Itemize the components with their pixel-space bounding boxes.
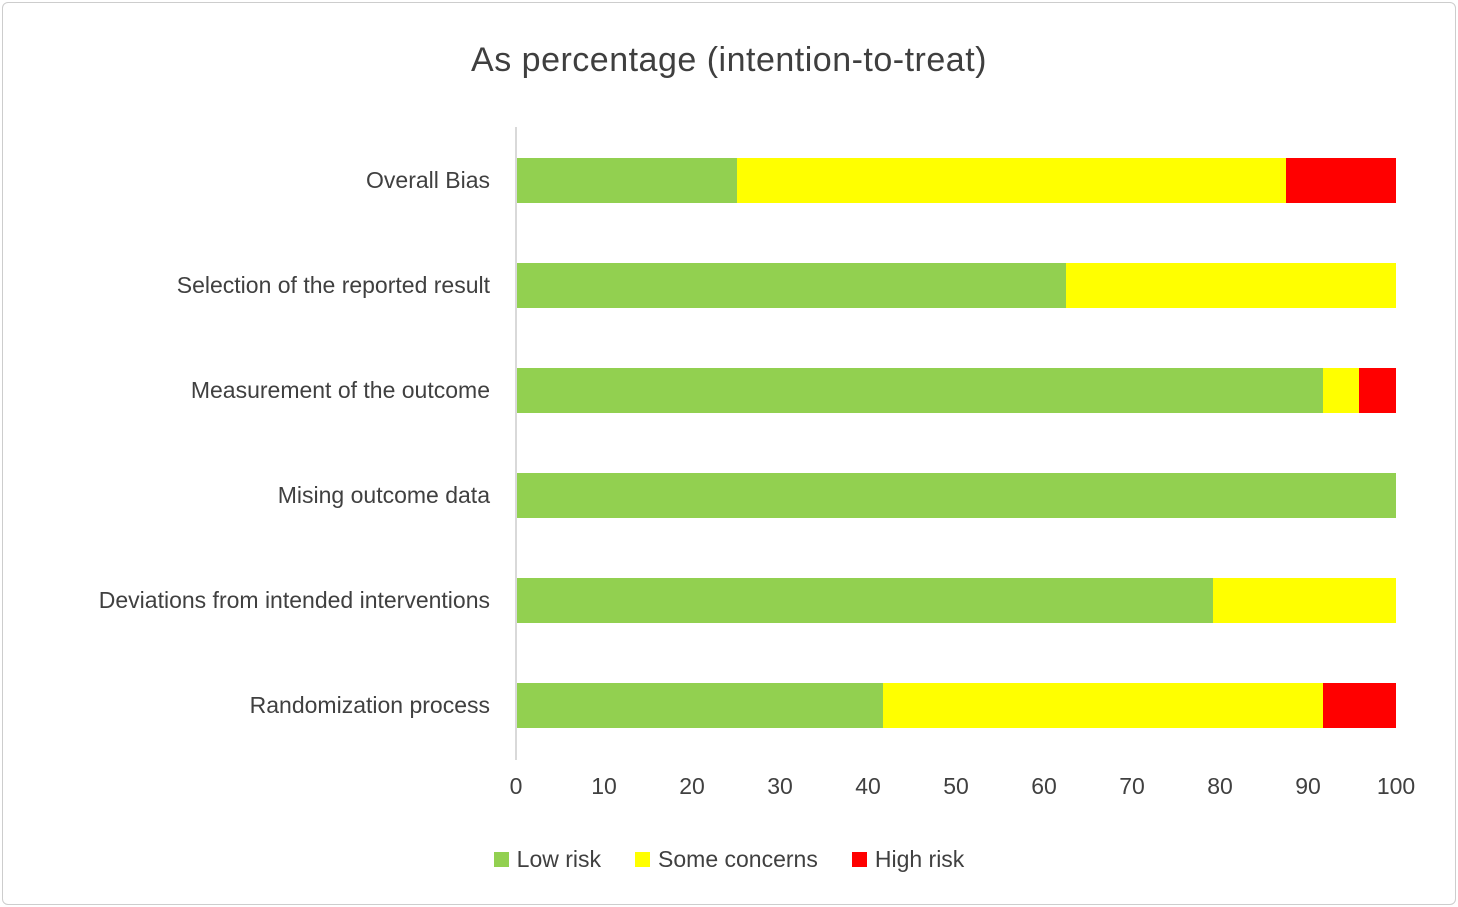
legend-swatch-icon [851, 852, 867, 867]
bar-track [517, 158, 1396, 203]
chart-row-overall-bias: Overall Bias [3, 158, 1455, 203]
legend-label: Some concerns [658, 846, 818, 872]
category-label: Selection of the reported result [176, 272, 490, 298]
category-label: Deviations from intended interventions [98, 587, 490, 613]
x-tick-40: 40 [855, 773, 881, 799]
bar-segment-high-risk [1359, 368, 1396, 413]
x-tick-100: 100 [1376, 773, 1416, 799]
legend-label: Low risk [516, 846, 602, 872]
bar-segment-some-concerns [736, 158, 1287, 203]
chart-row-mising-outcome-data: Mising outcome data [3, 473, 1455, 518]
legend-label: High risk [874, 846, 965, 872]
bar-track [517, 473, 1396, 518]
x-tick-60: 60 [1031, 773, 1057, 799]
bar-segment-low-risk [517, 368, 1323, 413]
x-tick-50: 50 [943, 773, 969, 799]
chart-row-deviations-from-intended-interventions: Deviations from intended interventions [3, 578, 1455, 623]
bar-segment-some-concerns [1212, 578, 1396, 623]
category-label: Mising outcome data [277, 482, 490, 508]
bar-segment-low-risk [517, 473, 1396, 518]
bar-segment-low-risk [517, 263, 1067, 308]
bar-track [517, 683, 1396, 728]
chart-title: As percentage (intention-to-treat) [471, 41, 987, 79]
x-tick-0: 0 [509, 773, 523, 799]
bar-track [517, 578, 1396, 623]
legend-swatch-icon [493, 852, 509, 867]
x-tick-70: 70 [1119, 773, 1145, 799]
category-label: Measurement of the outcome [190, 377, 490, 403]
legend-swatch-icon [635, 852, 651, 867]
chart-row-measurement-of-the-outcome: Measurement of the outcome [3, 368, 1455, 413]
bar-segment-low-risk [517, 683, 884, 728]
category-label: Overall Bias [366, 167, 490, 193]
bar-segment-some-concerns [1066, 263, 1396, 308]
bar-track [517, 263, 1396, 308]
x-tick-10: 10 [591, 773, 617, 799]
y-axis-line [515, 127, 517, 760]
bar-track [517, 368, 1396, 413]
x-tick-80: 80 [1207, 773, 1233, 799]
bar-segment-low-risk [517, 158, 737, 203]
category-label: Randomization process [249, 692, 490, 718]
legend-item-high-risk: High risk [851, 846, 965, 873]
legend-item-some-concerns: Some concerns [635, 846, 818, 873]
x-tick-30: 30 [767, 773, 793, 799]
legend-item-low-risk: Low risk [493, 846, 602, 873]
legend: Low risk Some concerns High risk [3, 846, 1455, 873]
bar-segment-high-risk [1286, 158, 1396, 203]
chart-row-randomization-process: Randomization process [3, 683, 1455, 728]
bar-segment-some-concerns [1322, 368, 1360, 413]
bar-segment-some-concerns [883, 683, 1323, 728]
bar-segment-high-risk [1322, 683, 1396, 728]
x-tick-90: 90 [1295, 773, 1321, 799]
bar-segment-low-risk [517, 578, 1213, 623]
x-tick-20: 20 [679, 773, 705, 799]
chart-row-selection-of-the-reported-result: Selection of the reported result [3, 263, 1455, 308]
